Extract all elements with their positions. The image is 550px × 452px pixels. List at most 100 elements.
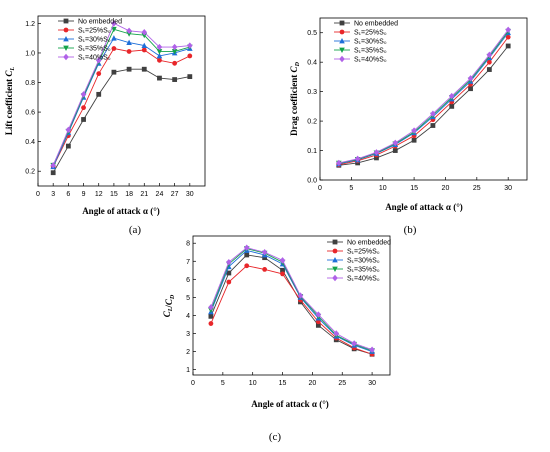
x-tick-label: 0 [318, 185, 322, 192]
legend-marker [339, 20, 345, 26]
legend-marker [332, 274, 338, 282]
data-point [505, 26, 511, 33]
chart-panel-1: 0 5 10 15 20 25 30 0.0 0.1 0.2 0.3 0.4 0.5 Angle of a… [289, 17, 528, 236]
data-point [171, 49, 178, 55]
y-tick-label: 0.5 [307, 30, 317, 37]
y-tick-label: 0.2 [307, 119, 317, 126]
data-point [80, 91, 87, 98]
x-tick-label: 27 [171, 191, 179, 198]
x-tick-label: 10 [249, 380, 257, 387]
legend-entry: S₁=35%S₀ [354, 48, 387, 55]
data-point [111, 35, 117, 41]
data-point [373, 149, 380, 156]
data-point [280, 271, 285, 277]
data-point [226, 258, 232, 266]
legend-marker [63, 53, 69, 61]
data-point [111, 46, 117, 51]
y-tick-label: 0.2 [25, 169, 35, 176]
data-point [187, 53, 193, 59]
y-tick-label: 1.0 [25, 50, 35, 57]
x-tick-label: 30 [504, 185, 512, 192]
y-tick-label: 0.1 [307, 148, 317, 155]
legend-marker [63, 36, 69, 42]
data-point [208, 304, 214, 311]
x-tick-label: 18 [125, 191, 133, 198]
data-point [244, 263, 250, 269]
x-axis-title: Angle of attack α (°) [251, 399, 329, 409]
x-tick-label: 20 [442, 185, 450, 192]
x-tick-label: 5 [221, 380, 225, 387]
data-point [411, 137, 417, 143]
y-tick-label: 6 [186, 277, 190, 284]
x-tick-label: 30 [186, 191, 194, 198]
y-tick-label: 1.2 [25, 21, 35, 28]
data-point [315, 322, 321, 328]
data-point [111, 69, 117, 75]
data-point [156, 52, 163, 59]
data-point [448, 92, 455, 100]
series-0 [50, 66, 193, 176]
legend-marker [63, 27, 69, 33]
data-point [486, 51, 493, 59]
y-axis-title: Lift coefficient CL [4, 67, 16, 136]
data-point [208, 313, 214, 319]
series-line [338, 30, 509, 164]
data-point [467, 75, 474, 82]
series-line [52, 37, 190, 167]
x-tick-label: 25 [338, 380, 346, 387]
x-tick-label: 15 [279, 380, 287, 387]
data-point [126, 49, 132, 54]
data-point [50, 170, 56, 176]
data-point [486, 59, 492, 65]
y-axis-title: Drag coefficient CD [289, 61, 301, 136]
data-point [369, 346, 375, 353]
series-line [52, 68, 190, 173]
data-point [430, 123, 436, 128]
plot-frame [319, 17, 528, 181]
data-point [65, 126, 72, 134]
y-tick-label: 0.4 [307, 60, 317, 67]
data-point [374, 155, 379, 161]
x-tick-label: 15 [410, 185, 418, 192]
series-line [210, 265, 373, 355]
x-axis-title: Angle of attack α (°) [385, 202, 463, 212]
data-point [95, 57, 102, 64]
series-line [210, 248, 373, 352]
legend-entry: S₁=25%S₀ [347, 249, 380, 256]
series-line [338, 29, 509, 164]
legend-marker [339, 29, 345, 35]
y-tick-label: 0.0 [307, 178, 317, 185]
series-line [210, 247, 373, 351]
legend-marker [332, 257, 338, 263]
plot-frame [37, 15, 206, 187]
data-point [187, 42, 193, 49]
legend-entry: S₁=30%S₀ [347, 258, 380, 265]
x-tick-label: 0 [36, 191, 40, 198]
y-tick-label: 0.3 [307, 89, 317, 96]
series-line [338, 36, 509, 166]
data-point [226, 279, 232, 285]
legend-marker [63, 45, 69, 51]
x-tick-label: 9 [82, 191, 86, 198]
x-tick-label: 20 [308, 380, 316, 387]
legend-entry: No embedded [354, 21, 398, 28]
legend-entry: S₁=30%S₀ [78, 37, 111, 44]
y-tick-label: 0.8 [25, 80, 35, 87]
x-tick-label: 0 [191, 380, 195, 387]
series-4 [50, 20, 193, 169]
panel-label: (c) [269, 431, 282, 443]
legend-entry: S₁=35%S₀ [78, 46, 111, 53]
x-tick-label: 10 [379, 185, 387, 192]
data-point [141, 66, 147, 72]
series-line [338, 32, 509, 165]
x-tick-label: 3 [51, 191, 55, 198]
y-tick-label: 4 [186, 313, 190, 320]
data-point [141, 42, 148, 48]
data-point [65, 143, 71, 149]
data-point [111, 26, 117, 33]
legend-marker [339, 55, 345, 63]
data-point [81, 105, 86, 111]
y-tick-label: 5 [186, 295, 190, 302]
legend-entry: S₁=25%S₀ [354, 30, 387, 37]
